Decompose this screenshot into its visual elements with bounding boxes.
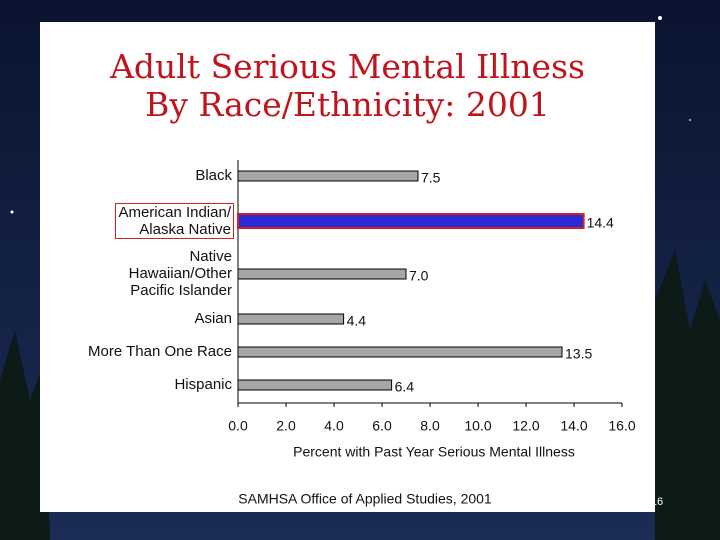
x-tick-label: 12.0 — [512, 418, 539, 434]
bar — [237, 313, 345, 325]
bar — [237, 346, 563, 358]
x-tick-label: 2.0 — [276, 418, 296, 434]
bar — [237, 213, 585, 229]
x-tick-label: 8.0 — [420, 418, 440, 434]
tree — [0, 330, 50, 540]
x-tick-label: 14.0 — [560, 418, 587, 434]
bar — [237, 379, 393, 391]
category-label: Hispanic — [174, 375, 232, 393]
category-label: Asian — [194, 309, 232, 327]
star — [689, 119, 691, 121]
category-label: Native Hawaiian/Other Pacific Islander — [128, 247, 232, 299]
bar — [237, 170, 419, 182]
star — [10, 210, 14, 214]
value-label: 13.5 — [565, 346, 592, 362]
content-panel — [40, 22, 655, 512]
bar — [237, 268, 407, 280]
tree — [655, 250, 720, 540]
x-axis-label: Percent with Past Year Serious Mental Il… — [293, 444, 575, 460]
value-label: 4.4 — [347, 313, 367, 329]
category-label: Black — [195, 166, 232, 184]
chart-title: Adult Serious Mental Illness By Race/Eth… — [110, 47, 585, 124]
value-label: 7.5 — [421, 170, 441, 186]
x-tick-label: 10.0 — [464, 418, 491, 434]
category-label: American Indian/ Alaska Native — [115, 203, 234, 239]
x-tick-label: 4.0 — [324, 418, 344, 434]
star — [658, 16, 662, 20]
value-label: 14.4 — [587, 215, 614, 231]
value-label: 7.0 — [409, 268, 429, 284]
category-label: More Than One Race — [88, 342, 232, 360]
x-tick-label: 6.0 — [372, 418, 392, 434]
x-tick-label: 0.0 — [228, 418, 248, 434]
source: SAMHSA Office of Applied Studies, 2001 — [238, 491, 492, 507]
x-tick-label: 16.0 — [608, 418, 635, 434]
value-label: 6.4 — [395, 379, 415, 395]
page-number: 16 — [651, 496, 663, 508]
